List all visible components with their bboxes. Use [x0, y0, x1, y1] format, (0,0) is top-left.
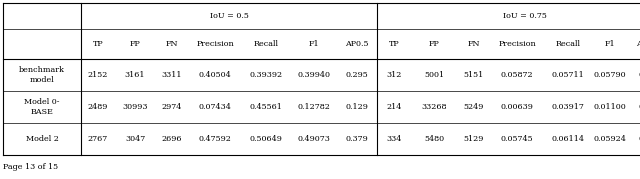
Text: 0.011: 0.011 [639, 71, 640, 79]
Text: Precision: Precision [498, 40, 536, 48]
Text: 2152: 2152 [88, 71, 108, 79]
Text: Page 13 of 15: Page 13 of 15 [3, 163, 58, 171]
Text: Recall: Recall [253, 40, 278, 48]
Text: 0.39940: 0.39940 [298, 71, 330, 79]
Text: AP0.5: AP0.5 [345, 40, 369, 48]
Text: 0.05745: 0.05745 [500, 135, 533, 143]
Text: 0.07434: 0.07434 [198, 103, 232, 111]
Text: IoU = 0.75: IoU = 0.75 [503, 12, 547, 20]
Text: 33268: 33268 [421, 103, 447, 111]
Text: 3047: 3047 [125, 135, 145, 143]
Text: 0.39392: 0.39392 [250, 71, 283, 79]
Text: 5151: 5151 [464, 71, 484, 79]
Text: 0.05711: 0.05711 [552, 71, 584, 79]
Text: 5249: 5249 [464, 103, 484, 111]
Text: 0.03917: 0.03917 [552, 103, 584, 111]
Text: benchmark
model: benchmark model [19, 66, 65, 84]
Text: 0.05790: 0.05790 [594, 71, 627, 79]
Text: AP0.75: AP0.75 [636, 40, 640, 48]
Text: Precision: Precision [196, 40, 234, 48]
Text: 5129: 5129 [464, 135, 484, 143]
Text: 312: 312 [387, 71, 402, 79]
Text: 0.45561: 0.45561 [250, 103, 282, 111]
Text: 0.016: 0.016 [639, 135, 640, 143]
Text: 0.295: 0.295 [346, 71, 369, 79]
Text: Model 2: Model 2 [26, 135, 58, 143]
Text: 5480: 5480 [424, 135, 444, 143]
Text: 5001: 5001 [424, 71, 444, 79]
Text: TP: TP [388, 40, 399, 48]
Text: 0.005: 0.005 [639, 103, 640, 111]
Text: 0.47592: 0.47592 [198, 135, 232, 143]
Text: 0.01100: 0.01100 [594, 103, 627, 111]
Text: 0.379: 0.379 [346, 135, 369, 143]
Text: 0.05924: 0.05924 [593, 135, 627, 143]
Text: 0.12782: 0.12782 [298, 103, 330, 111]
Text: F1: F1 [308, 40, 319, 48]
Text: IoU = 0.5: IoU = 0.5 [209, 12, 248, 20]
Text: 0.50649: 0.50649 [250, 135, 282, 143]
Text: FP: FP [130, 40, 140, 48]
Text: TP: TP [93, 40, 103, 48]
Text: 214: 214 [387, 103, 402, 111]
Text: 0.05872: 0.05872 [500, 71, 533, 79]
Text: Recall: Recall [556, 40, 580, 48]
Text: Model 0-
BASE: Model 0- BASE [24, 98, 60, 116]
Text: 2489: 2489 [88, 103, 108, 111]
Text: 30993: 30993 [122, 103, 148, 111]
Text: F1: F1 [605, 40, 615, 48]
Text: 2767: 2767 [88, 135, 108, 143]
Text: 2974: 2974 [162, 103, 182, 111]
Text: 0.00639: 0.00639 [500, 103, 533, 111]
Text: FN: FN [166, 40, 179, 48]
Text: 3311: 3311 [162, 71, 182, 79]
Text: 0.40504: 0.40504 [198, 71, 232, 79]
Text: FN: FN [468, 40, 480, 48]
Text: 0.129: 0.129 [346, 103, 369, 111]
Text: 2696: 2696 [162, 135, 182, 143]
Text: FP: FP [429, 40, 440, 48]
Text: 0.06114: 0.06114 [552, 135, 584, 143]
Text: 0.49073: 0.49073 [298, 135, 330, 143]
Text: 3161: 3161 [125, 71, 145, 79]
Text: 334: 334 [387, 135, 402, 143]
